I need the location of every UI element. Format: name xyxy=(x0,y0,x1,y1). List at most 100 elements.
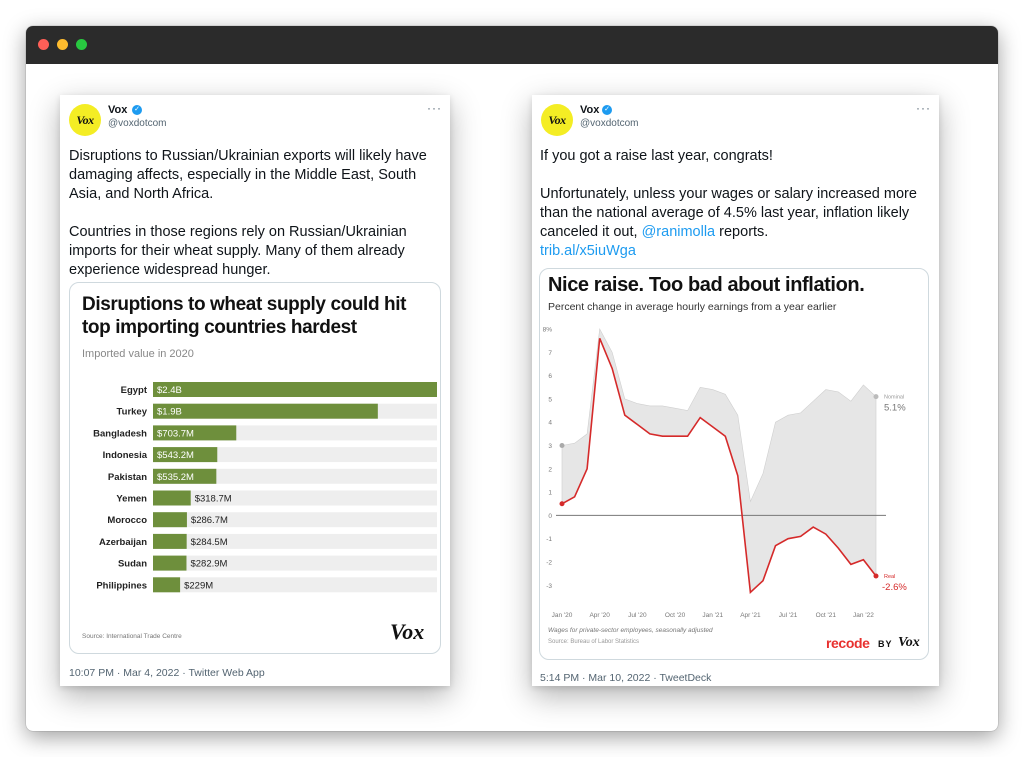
line-chart: 8% 7 6 5 4 3 2 1 0 -1 -2 -3 Jan '20 Apr '20 Jul '20 Oct… xyxy=(543,327,908,620)
tweet-card-inflation[interactable]: Vox Vox ✓ @voxdotcom ··· If you got a ra… xyxy=(532,95,939,686)
bar-track xyxy=(153,533,437,549)
y-tick-label: 1 xyxy=(548,490,552,497)
nominal-end-label: 5.1% xyxy=(884,403,906,414)
maximize-window-button[interactable] xyxy=(76,39,87,50)
category-label: Yemen xyxy=(116,494,147,505)
tweet-paragraph: Unfortunately, unless your wages or sala… xyxy=(540,185,930,242)
bar-track xyxy=(153,512,437,528)
value-label: $284.5M xyxy=(191,537,228,548)
bar xyxy=(153,447,218,463)
bar-chart: Egypt $2.4B Turkey $1.9B Bangladesh $703.7M In… xyxy=(93,382,437,593)
avatar-logo-text: Vox xyxy=(548,112,566,127)
bar xyxy=(153,533,187,549)
tweet-text: If you got a raise last year, congrats! … xyxy=(540,147,930,261)
y-tick-label: 5 xyxy=(548,396,552,403)
more-options-icon[interactable]: ··· xyxy=(916,101,931,115)
bar xyxy=(153,468,217,484)
x-tick-label: Jul '20 xyxy=(628,612,647,619)
bar xyxy=(153,403,378,419)
value-label: $543.2M xyxy=(157,450,194,461)
category-label: Azerbaijan xyxy=(99,537,147,548)
verified-badge-icon: ✓ xyxy=(132,105,142,115)
value-label: $703.7M xyxy=(157,428,194,439)
bar-track xyxy=(153,577,437,593)
tweet-paragraph: Disruptions to Russian/Ukrainian exports… xyxy=(69,148,427,202)
shaded-gap-area xyxy=(561,328,877,593)
category-label: Bangladesh xyxy=(93,428,147,439)
bar-track xyxy=(153,555,437,571)
author-handle[interactable]: @voxdotcom xyxy=(580,118,639,129)
y-tick-label: 6 xyxy=(548,373,552,380)
category-label: Indonesia xyxy=(103,450,148,461)
mention-link[interactable]: @ranimolla xyxy=(641,224,716,240)
bar-track xyxy=(153,447,437,463)
author-name[interactable]: Vox xyxy=(108,104,128,116)
avatar[interactable]: Vox xyxy=(541,104,573,136)
category-label: Pakistan xyxy=(108,472,147,483)
x-tick-label: Jan '20 xyxy=(552,612,573,619)
value-label: $1.9B xyxy=(157,407,182,418)
nominal-series-name: Nominal xyxy=(884,395,904,401)
y-tick-label: 2 xyxy=(548,466,552,473)
category-label: Morocco xyxy=(107,515,147,526)
nominal-start-point xyxy=(559,443,565,449)
tweet-timestamp[interactable]: 10:07 PM · Mar 4, 2022 · Twitter Web App xyxy=(69,667,265,679)
category-label: Turkey xyxy=(117,407,148,418)
real-start-point xyxy=(559,501,565,507)
tweet-paragraph-text: reports. xyxy=(715,224,769,240)
x-tick-label: Jan '21 xyxy=(702,612,723,619)
tweet-paragraph: Countries in those regions rely on Russi… xyxy=(69,224,407,278)
value-label: $229M xyxy=(184,580,213,591)
y-tick-label: -3 xyxy=(546,583,552,590)
chart-image-card[interactable]: Disruptions to wheat supply could hit to… xyxy=(69,282,441,654)
x-tick-label: Apr '20 xyxy=(589,612,610,619)
y-tick-label: 8% xyxy=(543,327,553,334)
y-tick-label: 7 xyxy=(548,350,552,357)
avatar[interactable]: Vox xyxy=(69,104,101,136)
y-tick-label: 0 xyxy=(548,513,552,520)
bar xyxy=(153,577,181,593)
chart-subtitle: Percent change in average hourly earning… xyxy=(548,301,837,313)
value-label: $2.4B xyxy=(157,385,182,396)
chart-title: Nice raise. Too bad about inflation. xyxy=(548,274,865,296)
category-label: Sudan xyxy=(118,559,147,570)
y-tick-label: -1 xyxy=(546,536,552,543)
window-titlebar xyxy=(26,26,998,64)
x-tick-label: Jan '22 xyxy=(853,612,874,619)
bar-track xyxy=(153,468,437,484)
real-end-label: -2.6% xyxy=(882,582,907,593)
tweet-paragraph: If you got a raise last year, congrats! xyxy=(540,148,773,164)
verified-badge-icon: ✓ xyxy=(602,105,612,115)
bar xyxy=(153,382,437,397)
real-series-line xyxy=(561,337,877,594)
author-name[interactable]: Vox xyxy=(580,104,600,116)
bar xyxy=(153,555,187,571)
vox-logo: Vox xyxy=(898,635,920,650)
x-tick-label: Apr '21 xyxy=(740,612,761,619)
chart-title: Disruptions to wheat supply could hit to… xyxy=(82,294,407,338)
tweet-timestamp[interactable]: 5:14 PM · Mar 10, 2022 · TweetDeck xyxy=(540,672,712,684)
url-link[interactable]: trib.al/x5iuWga xyxy=(540,243,636,259)
minimize-window-button[interactable] xyxy=(57,39,68,50)
recode-logo: recode xyxy=(826,635,870,651)
y-tick-label: 4 xyxy=(548,420,552,427)
nominal-end-point xyxy=(873,394,879,400)
x-tick-label: Jul '21 xyxy=(779,612,798,619)
value-label: $282.9M xyxy=(190,559,227,570)
tweet-card-wheat[interactable]: Vox Vox ✓ @voxdotcom ··· Disruptions to … xyxy=(60,95,450,686)
chart-image-card[interactable]: Nice raise. Too bad about inflation. Per… xyxy=(539,268,929,660)
tweet-paragraph-text: Unfortunately, unless your wages or sala… xyxy=(540,186,917,240)
category-label: Philippines xyxy=(96,580,147,591)
value-label: $535.2M xyxy=(157,472,194,483)
value-label: $318.7M xyxy=(195,494,232,505)
more-options-icon[interactable]: ··· xyxy=(427,101,442,115)
brand-by-text: BY xyxy=(878,639,893,649)
chart-subtitle: Imported value in 2020 xyxy=(82,348,194,360)
author-handle[interactable]: @voxdotcom xyxy=(108,118,167,129)
chart-source: Source: International Trade Centre xyxy=(82,633,182,640)
chart-source: Source: Bureau of Labor Statistics xyxy=(548,639,640,645)
x-tick-label: Oct '20 xyxy=(665,612,686,619)
value-label: $286.7M xyxy=(191,515,228,526)
close-window-button[interactable] xyxy=(38,39,49,50)
vox-logo: Vox xyxy=(390,619,425,644)
